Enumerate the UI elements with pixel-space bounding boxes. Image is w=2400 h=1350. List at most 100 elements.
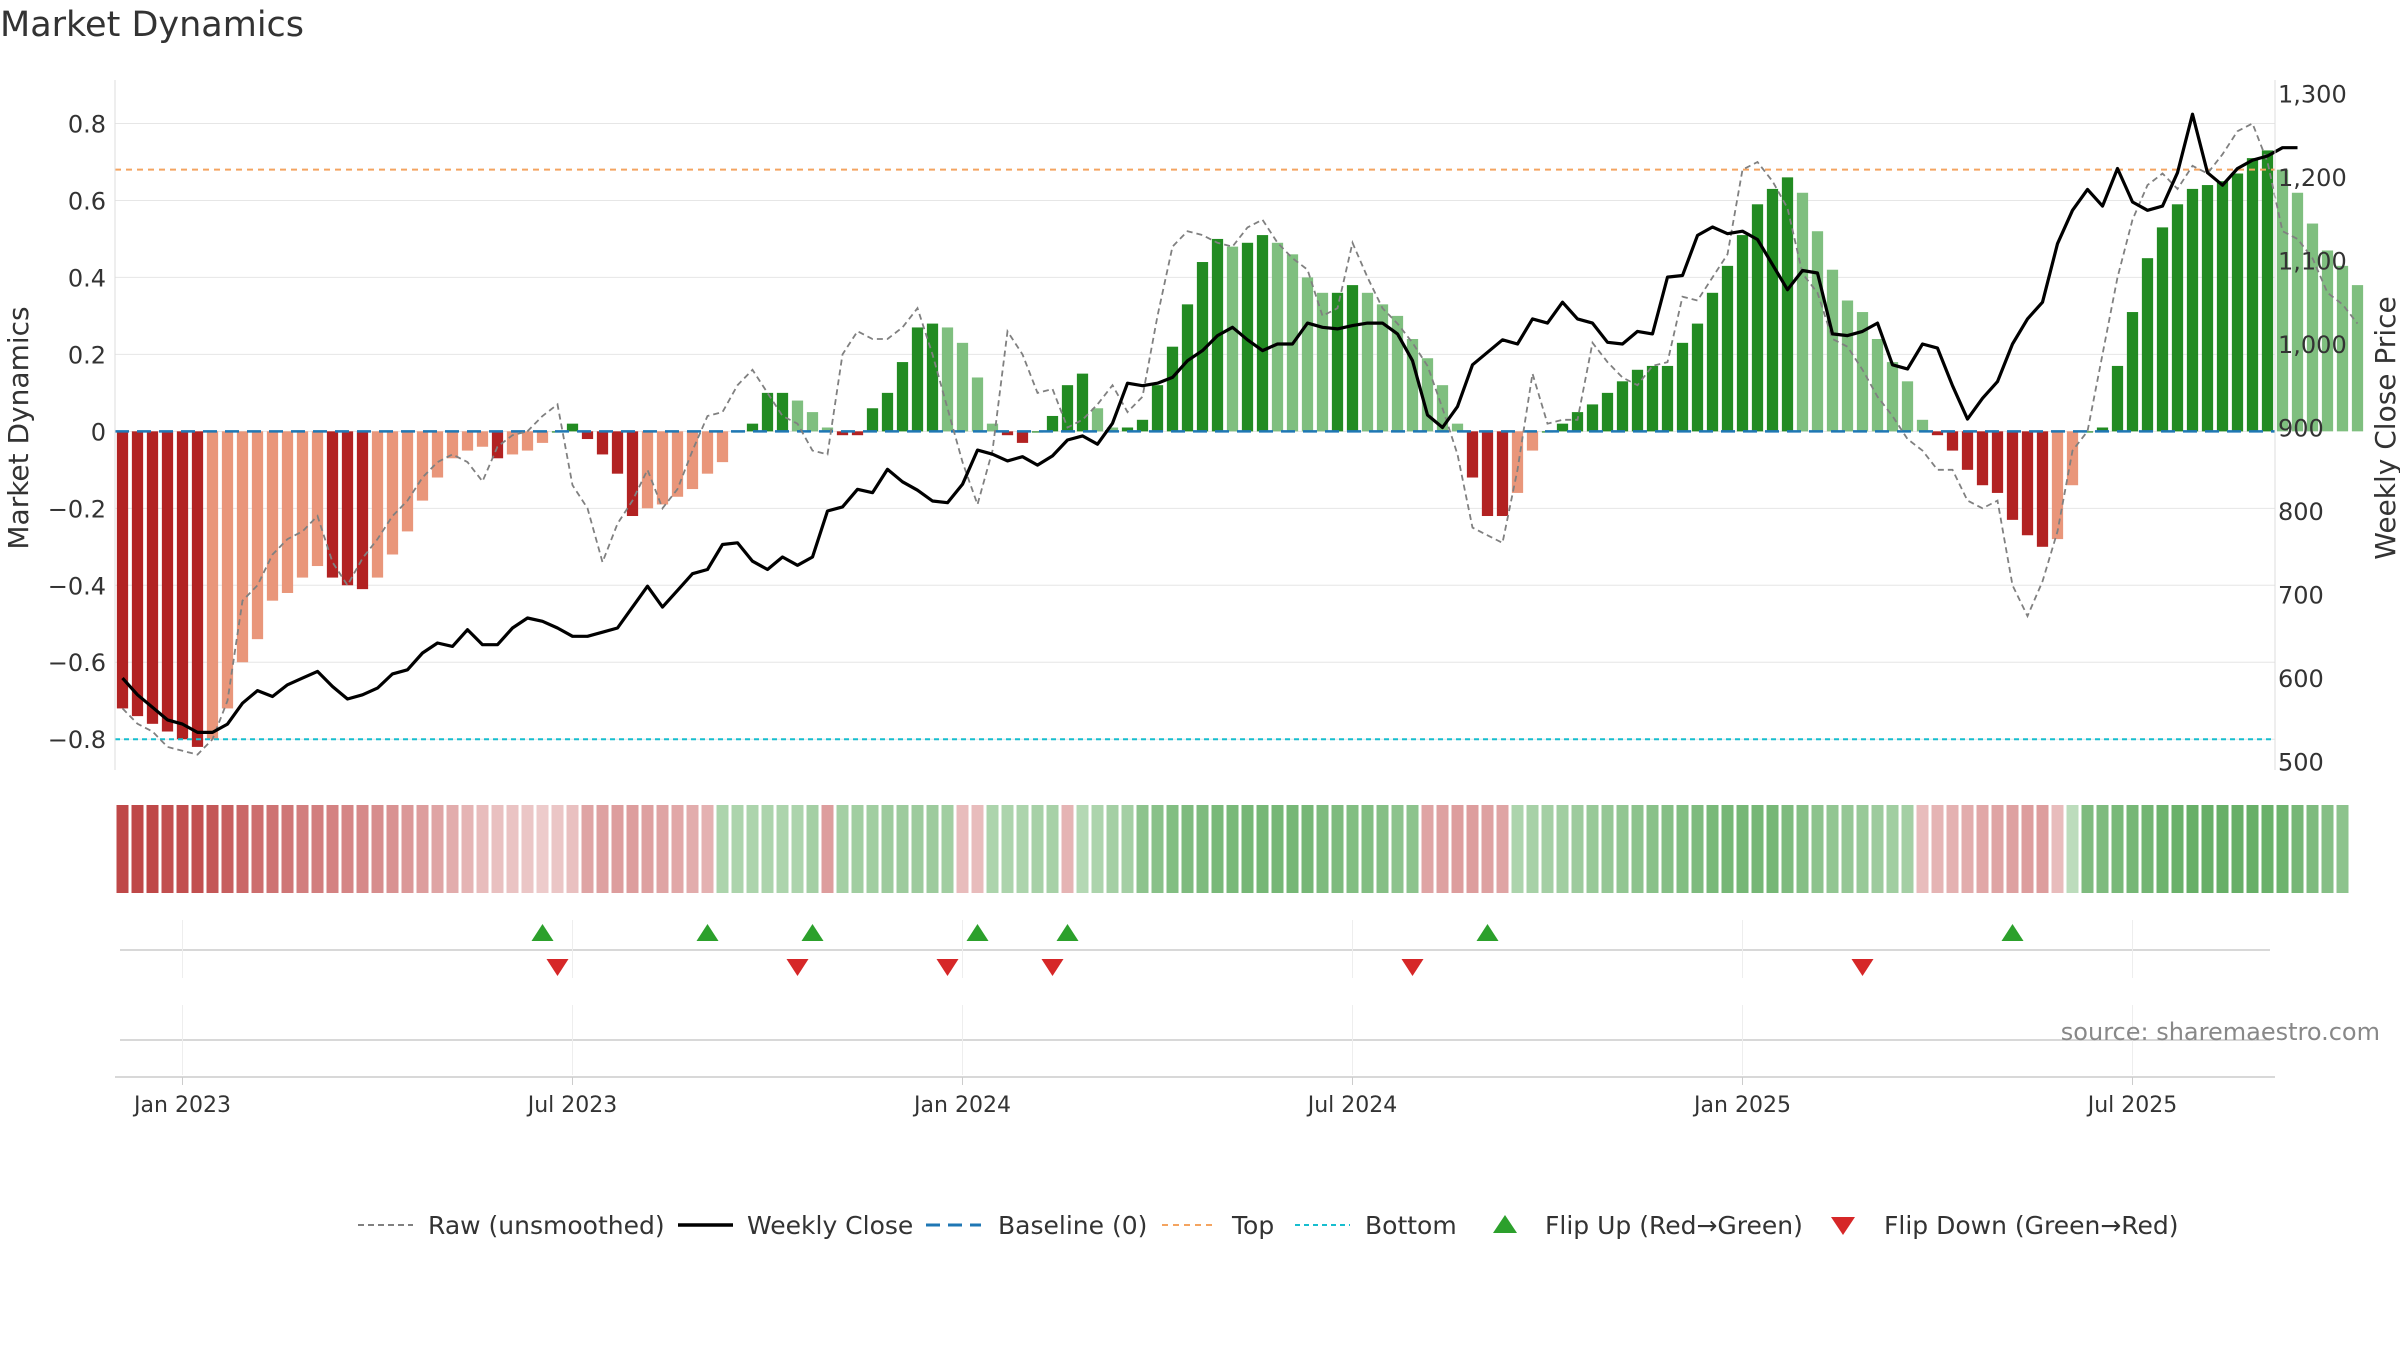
bar (986, 423, 999, 432)
bar (761, 392, 774, 432)
bar (356, 431, 369, 590)
strip-cell (761, 805, 774, 893)
bar (416, 431, 429, 501)
strip-cell (1256, 805, 1269, 893)
strip-cell (1031, 805, 1044, 893)
bar (446, 431, 459, 459)
strip-cell (2141, 805, 2154, 893)
flip-up-marker (1056, 924, 1079, 941)
strip-cell (521, 805, 534, 893)
y-tick-label-left: −0.6 (48, 649, 106, 677)
strip-cell (1076, 805, 1089, 893)
strip-cell (2156, 805, 2169, 893)
strip-cell (1571, 805, 1584, 893)
strip-cell (1061, 805, 1074, 893)
strip-cell (2006, 805, 2019, 893)
bar (1151, 385, 1164, 432)
bar (896, 362, 909, 432)
bar (1241, 242, 1254, 432)
strip-cell (431, 805, 444, 893)
strip-cell (1736, 805, 1749, 893)
x-axis: Jan 2023 Jul 2023 Jan 2024 Jul 2024 Jan 2025… (115, 1076, 2275, 1118)
bar (116, 431, 129, 709)
strip-cell (881, 805, 894, 893)
strip-cell (356, 805, 369, 893)
y-axis-left-label: Market Dynamics (2, 306, 35, 549)
bar (1046, 415, 1059, 432)
strip-cell (1886, 805, 1899, 893)
strip-cell (926, 805, 939, 893)
strip-cell (311, 805, 324, 893)
strip-cell (2261, 805, 2274, 893)
flip-up-marker (966, 924, 989, 941)
bar (1376, 304, 1389, 432)
strip-cell (746, 805, 759, 893)
legend-label: Raw (unsmoothed) (428, 1211, 665, 1240)
bar (776, 392, 789, 432)
y-tick-label-right: 600 (2278, 665, 2324, 693)
legend: Raw (unsmoothed) Weekly Close Baseline (0)… (358, 1211, 2179, 1240)
strip-cell (1631, 805, 1644, 893)
flip-up-marker (696, 924, 719, 941)
flip-down-marker (1401, 959, 1424, 976)
bar (1421, 358, 1434, 432)
strip-cell (1931, 805, 1944, 893)
bar (341, 431, 354, 586)
bar (2351, 285, 2364, 432)
flip-down-marker (546, 959, 569, 976)
strip-cell (1166, 805, 1179, 893)
chart-title: Market Dynamics (0, 5, 304, 45)
strip-cell (1091, 805, 1104, 893)
strip-cell (1361, 805, 1374, 893)
bar (311, 431, 324, 567)
bar (1736, 235, 1749, 432)
bar (536, 431, 549, 443)
bar (1976, 431, 1989, 486)
strip-cell (866, 805, 879, 893)
strip-cell (116, 805, 129, 893)
strip-cell (986, 805, 999, 893)
bar (2201, 185, 2214, 432)
strip-cell (1871, 805, 1884, 893)
bar (836, 431, 849, 436)
strip-cell (236, 805, 249, 893)
bar (326, 431, 339, 578)
strip-cell (191, 805, 204, 893)
flip-up-marker (2001, 924, 2024, 941)
strip-cell (611, 805, 624, 893)
bar (2186, 188, 2199, 432)
bar (206, 431, 219, 740)
bar (1586, 404, 1599, 432)
y-tick-label-left: 0.2 (68, 341, 106, 369)
strip-cell (1751, 805, 1764, 893)
bar (491, 431, 504, 459)
strip-cell (491, 805, 504, 893)
bar (956, 342, 969, 432)
bar (1181, 304, 1194, 432)
strip-cell (1616, 805, 1629, 893)
bar (1031, 431, 1044, 433)
strip-cell (176, 805, 189, 893)
bar (191, 431, 204, 747)
bar (596, 431, 609, 455)
strip-cell (941, 805, 954, 893)
bar (1016, 431, 1029, 443)
strip-cell (581, 805, 594, 893)
strip-cell (1451, 805, 1464, 893)
strip-cell (536, 805, 549, 893)
strip-cell (416, 805, 429, 893)
strip-cell (1121, 805, 1134, 893)
strip-cell (776, 805, 789, 893)
bar (1901, 381, 1914, 432)
heat-strip (116, 805, 2349, 893)
bar (1061, 385, 1074, 432)
strip-cell (266, 805, 279, 893)
strip-cell (1211, 805, 1224, 893)
strip-cell (1946, 805, 1959, 893)
y-axis-right: 1,300 1,200 1,100 1,000 900 800 700 600 500 (2274, 80, 2347, 777)
bar (221, 431, 234, 709)
legend-label: Top (1231, 1211, 1274, 1240)
strip-cell (1016, 805, 1029, 893)
strip-cell (131, 805, 144, 893)
bar (1271, 242, 1284, 432)
